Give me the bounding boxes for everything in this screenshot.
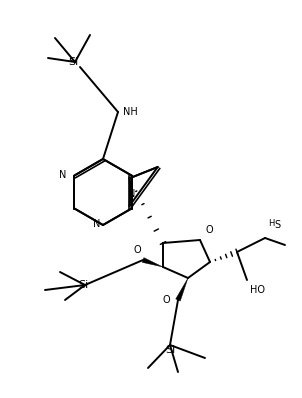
Text: S: S [274,220,280,230]
Text: N: N [93,219,100,229]
Polygon shape [142,258,163,267]
Text: HO: HO [250,285,265,295]
Text: NH: NH [123,107,138,117]
Text: O: O [205,225,213,235]
Text: H: H [268,219,275,228]
Text: Si: Si [78,280,88,290]
Text: N: N [59,170,66,181]
Text: O: O [162,295,170,305]
Polygon shape [176,278,188,301]
Text: N: N [128,189,135,199]
Text: Si: Si [68,57,78,67]
Text: Si: Si [165,345,175,355]
Text: O: O [133,245,141,255]
